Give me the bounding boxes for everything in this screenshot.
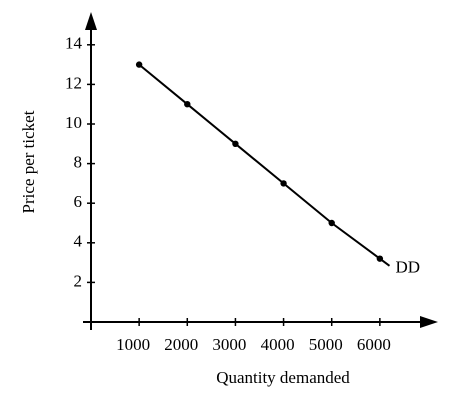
x-tick-label: 3000 [212,335,246,354]
data-point [328,219,335,227]
x-axis-label: Quantity demanded [216,368,350,387]
data-point [184,101,191,108]
y-tick-label: 2 [74,271,83,290]
x-tick-label: 6000 [357,335,391,354]
y-tick-label: 12 [65,73,82,92]
data-point [232,140,239,147]
x-tick-label: 5000 [309,335,343,354]
data-point [135,61,143,68]
demand-line [138,63,381,260]
data-point [376,255,384,262]
y-axis-label: Price per ticket [19,110,38,213]
y-tick-label: 8 [74,153,83,172]
y-tick-label: 14 [65,34,83,53]
x-tick-label: 4000 [261,335,295,354]
y-tick-label: 10 [65,113,82,132]
x-axis-arrow [420,316,438,328]
y-tick-label: 4 [74,232,83,251]
x-tick-label: 2000 [164,335,198,354]
y-axis-arrow [85,12,97,30]
data-point [280,180,287,187]
curve-label: DD [396,258,421,277]
y-tick-label: 6 [74,192,83,211]
x-tick-label: 1000 [116,335,150,354]
